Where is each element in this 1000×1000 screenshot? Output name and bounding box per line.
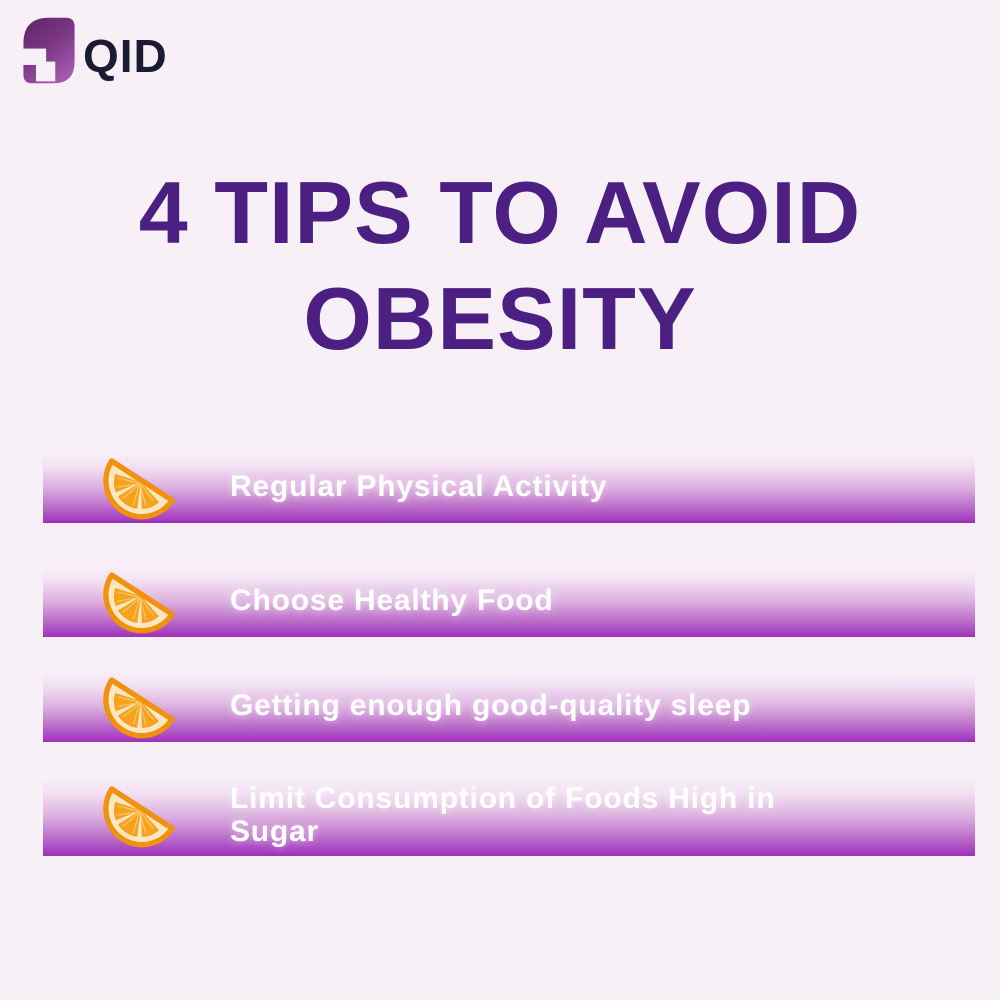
logo: QID <box>22 16 168 85</box>
tip-bar-2: Choose Healthy Food <box>43 564 975 637</box>
logo-text: QID <box>83 29 168 82</box>
tip-label: Getting enough good-quality sleep <box>230 689 752 722</box>
tip-bar-3: Getting enough good-quality sleep <box>43 669 975 742</box>
title-line-2: OBESITY <box>303 269 697 368</box>
page-title: 4 TIPS TO AVOID OBESITY <box>0 160 1000 372</box>
tip-label: Choose Healthy Food <box>230 584 554 617</box>
tip-label: Regular Physical Activity <box>230 470 608 503</box>
orange-slice-icon <box>88 444 184 534</box>
qid-puzzle-logo-icon <box>22 17 75 84</box>
tip-label: Limit Consumption of Foods High in Sugar <box>230 782 776 848</box>
orange-slice-icon <box>88 558 184 648</box>
orange-slice-icon <box>88 773 184 863</box>
tip-bar-1: Regular Physical Activity <box>43 450 975 523</box>
orange-slice-icon <box>88 663 184 753</box>
tip-bar-4: Limit Consumption of Foods High in Sugar <box>43 774 975 856</box>
title-line-1: 4 TIPS TO AVOID <box>138 163 862 262</box>
